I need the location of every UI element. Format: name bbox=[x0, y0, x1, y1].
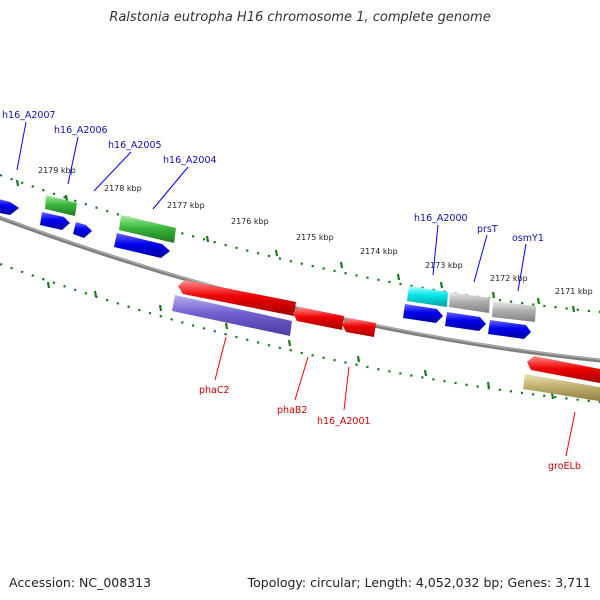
gene-label[interactable]: h16_A2006 bbox=[54, 125, 108, 136]
gene-label[interactable]: osmY1 bbox=[512, 233, 544, 244]
bottom-label-leaders bbox=[214, 336, 576, 457]
gene-h16-a2000-upper[interactable] bbox=[407, 286, 448, 307]
gene-osmy1[interactable] bbox=[488, 320, 531, 339]
gene-label[interactable]: h16_A2000 bbox=[414, 213, 468, 224]
map-title: Ralstonia eutropha H16 chromosome 1, com… bbox=[109, 10, 491, 25]
gene-label[interactable]: h16_A2001 bbox=[317, 416, 371, 427]
tick-label: 2171 kbp bbox=[555, 287, 593, 296]
inner-major-ticks bbox=[46, 281, 555, 400]
gene-h16-a2006[interactable] bbox=[40, 212, 70, 230]
tick-label: 2173 kbp bbox=[425, 261, 463, 270]
genome-summary-text: Topology: circular; Length: 4,052,032 bp… bbox=[247, 575, 591, 590]
gene-groelb-lower[interactable] bbox=[523, 374, 600, 402]
scale-tick-labels: 2179 kbp 2178 kbp 2177 kbp 2176 kbp 2175… bbox=[38, 166, 593, 296]
tick-label: 2174 kbp bbox=[360, 247, 398, 256]
top-gene-labels: h16_A2007 h16_A2006 h16_A2005 h16_A2004 … bbox=[2, 110, 544, 244]
tick-label: 2179 kbp bbox=[38, 166, 76, 175]
gene-h16-a2000[interactable] bbox=[403, 304, 443, 323]
tick-label: 2175 kbp bbox=[296, 233, 334, 242]
tick-label: 2177 kbp bbox=[167, 201, 205, 210]
bottom-gene-labels: phaC2 phaB2 h16_A2001 groELb bbox=[199, 385, 581, 472]
outer-major-ticks bbox=[15, 179, 576, 313]
gene-h16-a2001[interactable] bbox=[342, 318, 376, 337]
top-label-leaders bbox=[16, 121, 527, 292]
forward-strand-genes bbox=[0, 195, 536, 339]
gene-prst-upper[interactable] bbox=[449, 292, 490, 313]
gene-label[interactable]: groELb bbox=[548, 461, 581, 472]
gene-h16-a2004-upper[interactable] bbox=[119, 215, 176, 243]
gene-prst[interactable] bbox=[445, 312, 486, 331]
gene-label[interactable]: phaC2 bbox=[199, 385, 230, 396]
gene-phac2[interactable] bbox=[178, 280, 296, 316]
gene-label[interactable]: h16_A2004 bbox=[163, 155, 217, 166]
gene-h16-a2005[interactable] bbox=[73, 222, 92, 238]
scale-arc-outer bbox=[0, 173, 600, 314]
gene-phac2-lower[interactable] bbox=[172, 295, 292, 336]
gene-label[interactable]: h16_A2007 bbox=[2, 110, 56, 121]
accession-text: Accession: NC_008313 bbox=[9, 575, 152, 590]
gene-label[interactable]: phaB2 bbox=[277, 405, 307, 416]
gene-osmy1-upper[interactable] bbox=[492, 301, 536, 322]
reverse-strand-genes bbox=[172, 280, 600, 402]
gene-h16-a2006-upper[interactable] bbox=[45, 195, 77, 216]
gene-phab2[interactable] bbox=[293, 307, 344, 330]
tick-label: 2172 kbp bbox=[490, 274, 528, 283]
gene-groelb[interactable] bbox=[527, 356, 600, 384]
gene-label[interactable]: h16_A2005 bbox=[108, 140, 162, 151]
tick-label: 2178 kbp bbox=[104, 184, 142, 193]
gene-h16-a2007[interactable] bbox=[0, 198, 19, 215]
gene-label[interactable]: prsT bbox=[477, 224, 498, 235]
gene-h16-a2004[interactable] bbox=[114, 233, 170, 258]
tick-label: 2176 kbp bbox=[231, 217, 269, 226]
